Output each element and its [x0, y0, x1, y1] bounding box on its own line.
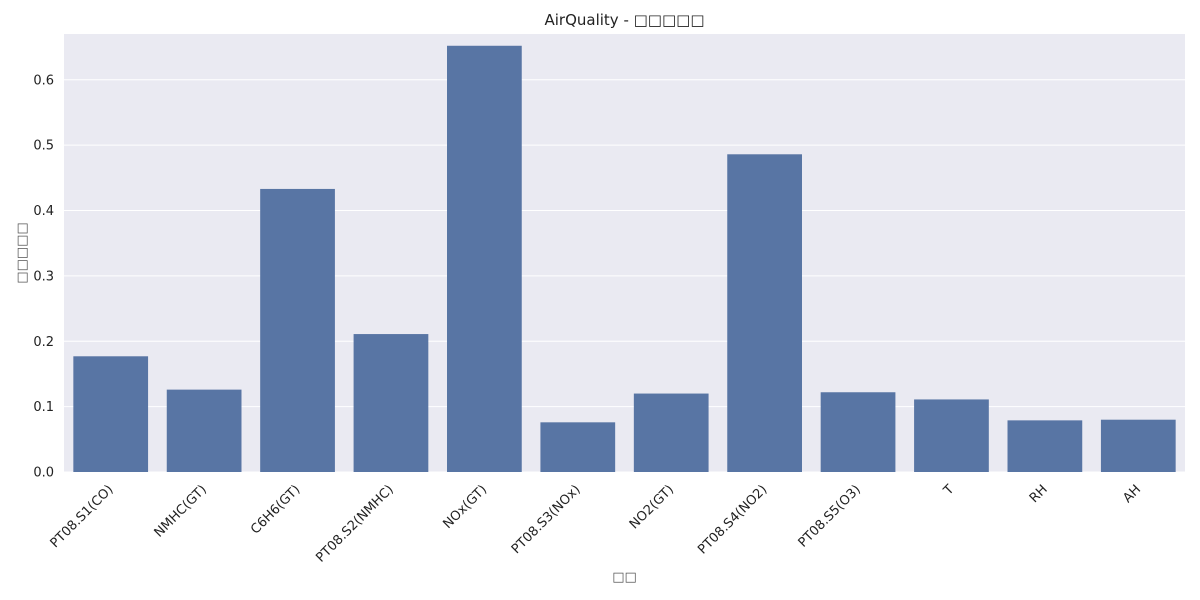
x-tick-label: PT08.S5(O3): [796, 482, 864, 550]
bar: [1007, 420, 1083, 472]
bar: [633, 393, 709, 472]
x-tick-label: PT08.S1(CO): [48, 482, 117, 551]
bar: [820, 392, 896, 472]
x-tick-label: T: [940, 482, 957, 499]
x-tick-label: PT08.S3(NOx): [509, 482, 584, 557]
y-tick-label: 0.0: [33, 466, 54, 481]
y-tick-label: 0.4: [33, 204, 54, 219]
bar: [73, 356, 149, 472]
y-tick-label: 0.2: [33, 335, 54, 350]
bar: [447, 45, 522, 473]
y-tick-label: 0.6: [33, 73, 54, 88]
y-axis-ticks: 0.0 0.1 0.2 0.3 0.4 0.5 0.6: [33, 73, 54, 480]
bar: [1100, 419, 1176, 472]
y-tick-label: 0.3: [33, 269, 54, 284]
x-axis-label: □□: [612, 570, 637, 585]
x-tick-label: C6H6(GT): [248, 482, 303, 537]
bar: [540, 422, 616, 472]
chart-title: AirQuality - □□□□□: [544, 11, 704, 29]
bar: [914, 399, 989, 472]
y-axis-label: □□□□□: [15, 222, 30, 283]
x-tick-label: PT08.S4(NO2): [695, 482, 770, 557]
y-tick-label: 0.1: [33, 400, 54, 415]
plot-area: [64, 34, 1185, 472]
x-tick-label: NMHC(GT): [152, 482, 210, 540]
y-tick-label: 0.5: [33, 139, 54, 154]
x-axis-ticks: PT08.S1(CO) NMHC(GT) C6H6(GT) PT08.S2(NMHC)…: [48, 482, 1144, 565]
x-tick-label: NOx(GT): [440, 482, 490, 532]
grid-lines: [64, 79, 1185, 473]
bar: [727, 154, 802, 472]
x-tick-label: PT08.S2(NMHC): [313, 482, 396, 565]
bar: [260, 188, 335, 472]
bar: [166, 389, 242, 472]
x-tick-label: RH: [1027, 482, 1051, 506]
bar: [353, 334, 429, 472]
bars: [73, 45, 1176, 473]
x-tick-label: NO2(GT): [627, 482, 677, 532]
x-tick-label: AH: [1120, 482, 1144, 506]
